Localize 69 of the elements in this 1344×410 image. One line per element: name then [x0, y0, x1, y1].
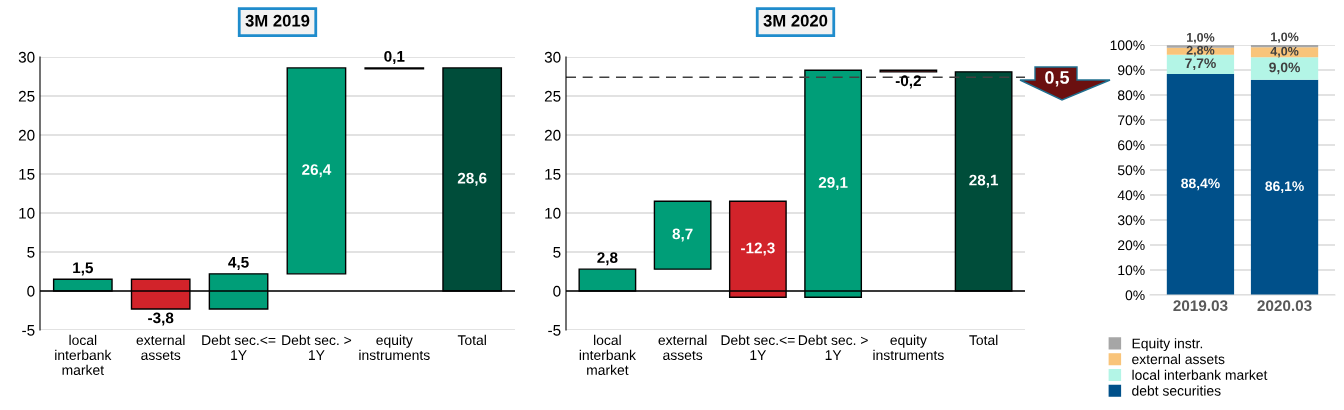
data-label: 2,8: [597, 252, 618, 266]
x-tick-label: equity instruments: [359, 334, 430, 361]
x-tick-label: Debt sec. > 1Y: [282, 334, 352, 360]
chart-title: 3M 2019: [245, 14, 310, 27]
y-tick-label: 25: [18, 90, 35, 102]
x-tick-label: Debt sec.<= 1Y: [202, 334, 276, 360]
y-tick-label: 10: [545, 207, 561, 219]
y-tick-label: 25: [544, 90, 561, 102]
y-tick-label: 50%: [1117, 165, 1145, 176]
x-tick-label: Total: [969, 334, 998, 346]
legend-label: debt securities: [1132, 385, 1221, 396]
data-label: -12,3: [741, 242, 775, 256]
data-label: 8,7: [672, 228, 693, 242]
chart-title: 3M 2020: [763, 14, 828, 27]
x-tick-label: local interbank market: [55, 334, 112, 375]
y-tick-label: 20: [18, 129, 35, 141]
data-label: 4,5: [228, 257, 249, 270]
y-tick-label: 10%: [1118, 265, 1145, 276]
x-tick-label: Debt sec. > 1Y: [798, 334, 868, 360]
y-tick-label: 30: [18, 51, 35, 63]
data-label: 4,0%: [1270, 46, 1299, 58]
data-label: 1,0%: [1187, 32, 1215, 44]
y-tick-label: -5: [22, 325, 35, 336]
data-label: 88,4%: [1181, 178, 1220, 191]
legend-label: Equity instr.: [1132, 338, 1203, 352]
y-tick-label: 60%: [1118, 140, 1145, 151]
data-label: 0,1: [384, 50, 405, 64]
bar: [653, 200, 712, 270]
y-tick-label: 15: [545, 169, 561, 180]
y-tick-label: 70%: [1118, 115, 1145, 126]
x-tick-label: 2019.03: [1173, 300, 1228, 312]
y-tick-label: 15: [19, 169, 35, 180]
x-tick-label: Debt sec.<= 1Y: [721, 334, 795, 360]
data-label: 7,7%: [1185, 58, 1216, 71]
y-tick-label: 0%: [1125, 290, 1145, 301]
text: 0,5: [1045, 71, 1070, 87]
data-label: 1,5: [73, 262, 94, 276]
y-tick-label: 10: [19, 207, 35, 219]
y-tick-label: 80%: [1117, 90, 1145, 101]
data-label: 2,8%: [1186, 45, 1215, 57]
x-tick-label: external assets: [136, 334, 185, 361]
y-tick-label: 20%: [1118, 240, 1145, 251]
data-label: 1,0%: [1271, 32, 1299, 44]
y-tick-label: 20: [544, 129, 561, 141]
y-tick-label: 30: [544, 51, 561, 63]
data-label: 9,0%: [1269, 62, 1301, 75]
data-label: -3,8: [148, 312, 174, 326]
data-label: 28,6: [457, 172, 487, 186]
x-tick-label: external assets: [658, 334, 707, 361]
data-label: 86,1%: [1265, 181, 1304, 194]
data-label: 28,1: [969, 174, 999, 188]
data-label: -0,2: [895, 75, 921, 89]
y-tick-label: -5: [548, 325, 561, 336]
y-tick-label: 90%: [1117, 65, 1145, 76]
y-tick-label: 30%: [1117, 215, 1145, 226]
x-tick-label: 2020.03: [1257, 300, 1312, 312]
x-tick-label: equity instruments: [873, 334, 944, 361]
y-tick-label: 5: [27, 247, 35, 258]
bar: [1250, 57, 1319, 80]
y-tick-label: 0: [27, 285, 35, 297]
x-tick-label: Total: [457, 334, 486, 346]
y-tick-label: 5: [553, 247, 561, 258]
y-tick-label: 100%: [1110, 40, 1145, 51]
data-label: 29,1: [818, 177, 848, 191]
x-tick-label: local interbank market: [579, 334, 636, 375]
y-tick-label: 0: [553, 285, 561, 297]
bar: [286, 67, 347, 275]
data-label: 26,4: [302, 164, 332, 178]
y-tick-label: 40%: [1117, 190, 1145, 201]
